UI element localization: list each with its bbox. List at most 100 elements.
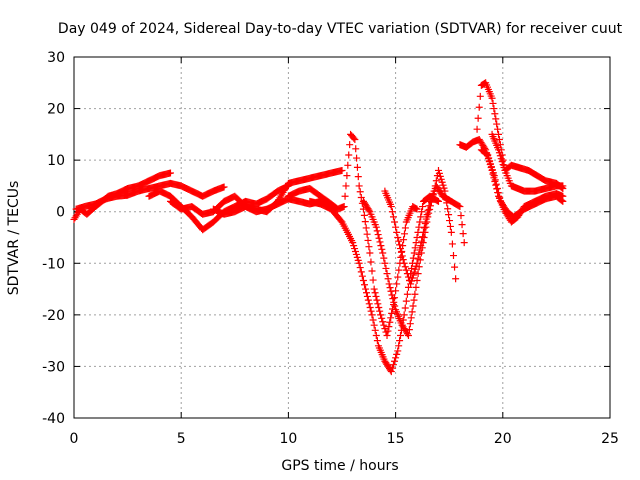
data-point [384,275,392,283]
data-point [393,280,401,288]
data-point [405,326,413,334]
data-point [369,276,377,284]
data-point [343,172,351,180]
data-point [377,242,385,250]
grid-lines [74,57,610,418]
data-point [413,205,421,213]
data-point [459,230,467,238]
data-point [409,254,417,262]
data-point [476,92,484,100]
data-point [439,181,447,189]
series-sat-track-l [488,130,567,193]
data-point [365,243,373,251]
data-point [411,244,419,252]
data-point [396,241,404,249]
data-point [426,206,434,214]
data-point [559,197,567,205]
data-point [358,272,366,280]
data-point [423,211,431,219]
data-point [493,185,501,193]
data-point [456,203,464,211]
data-point [394,234,402,241]
data-point [419,228,427,236]
data-point [393,228,401,236]
data-point [355,182,363,190]
data-point [364,236,372,244]
data-point [452,275,460,283]
data-point [490,172,498,180]
plot-frame [73,56,611,419]
data-point [364,296,372,304]
data-point [361,218,369,226]
data-point [341,192,349,200]
data-point [485,154,493,162]
data-point [499,161,507,169]
data-point [353,253,361,261]
data-point [495,146,503,154]
data-point [493,120,501,128]
data-point [385,323,393,331]
data-point [402,297,410,305]
data-point [395,266,403,274]
x-tick-label: 15 [387,431,405,447]
axis-ticks [73,56,611,419]
data-point [383,270,391,278]
data-point [391,218,399,226]
data-point [416,246,424,254]
data-point [410,249,418,257]
data-point [394,347,402,355]
data-point [451,263,459,271]
data-point [367,307,375,315]
data-point [342,182,350,190]
data-point [559,185,567,193]
data-point [406,320,414,328]
data-point [425,209,433,217]
data-point [385,280,393,288]
data-point [475,103,483,111]
y-tick-label: 30 [47,50,65,66]
data-point [363,289,371,297]
data-point [422,215,430,223]
data-point [418,237,426,245]
data-point [417,242,425,250]
y-axis-title: SDTVAR / TECUs [6,181,22,296]
data-point [340,203,348,211]
data-point [435,169,443,177]
data-point [420,224,428,232]
data-point [398,252,406,260]
data-point [346,141,354,149]
data-point [366,303,374,311]
data-point [357,194,365,202]
data-points [70,79,567,376]
data-point [365,300,373,308]
data-point [410,268,418,276]
data-point [220,183,228,191]
data-point [403,290,411,298]
data-point [495,149,503,157]
data-point [359,276,367,284]
data-point [419,203,427,211]
data-point [496,193,504,201]
data-point [389,295,397,303]
data-point [378,245,386,253]
data-point [446,217,454,225]
data-point [492,115,500,123]
data-point [423,218,431,226]
data-point [434,166,442,174]
data-point [397,245,405,253]
data-point [412,283,420,291]
data-point [424,206,432,214]
data-point [397,331,405,339]
data-point [421,220,429,228]
data-point [496,152,504,160]
data-point [394,273,402,281]
data-point [400,259,408,267]
data-point [378,314,386,322]
data-point [433,197,441,205]
data-point [352,145,360,153]
data-point [351,245,359,253]
data-point [558,197,566,205]
y-tick-label: -40 [42,411,65,427]
data-point [498,158,506,166]
data-point [373,227,381,235]
